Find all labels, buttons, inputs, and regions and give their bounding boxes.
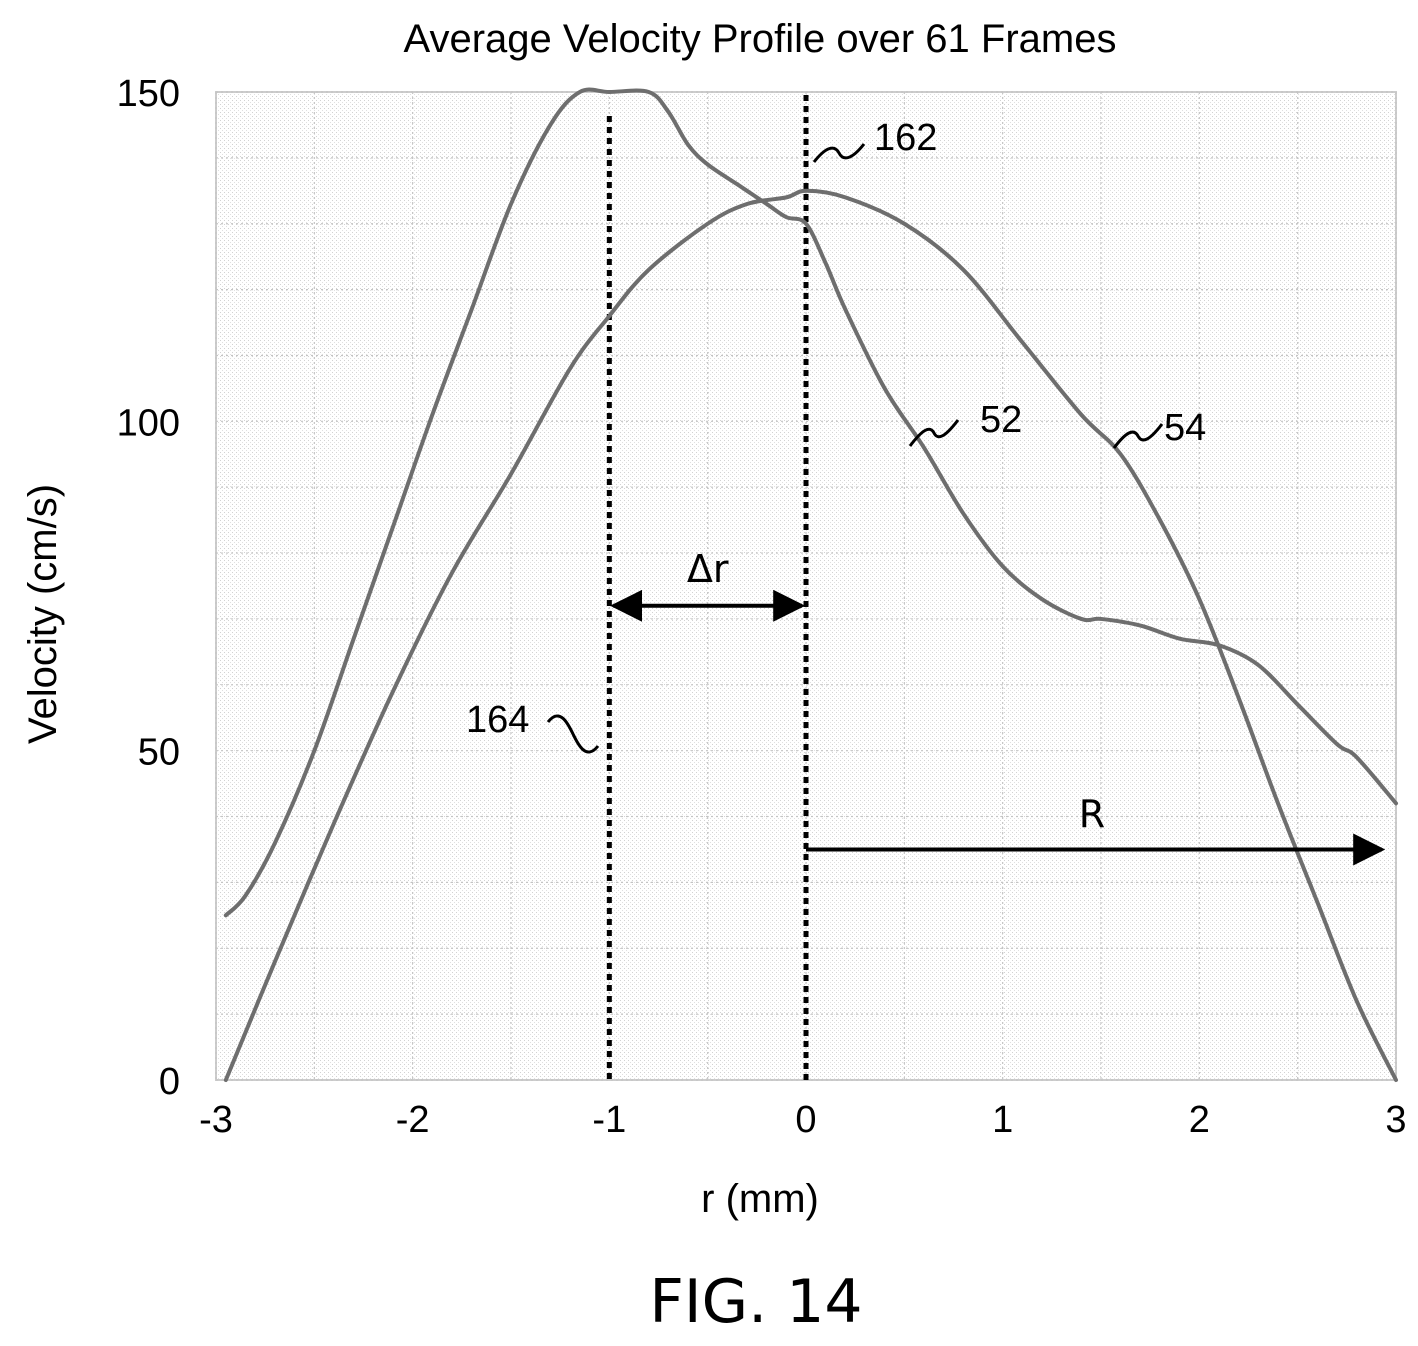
y-axis-label: Velocity (cm/s) (21, 484, 65, 744)
x-tick-label: -3 (199, 1099, 233, 1141)
x-tick-label: 0 (795, 1099, 816, 1141)
y-tick-label: 50 (138, 732, 180, 774)
series-lines (223, 87, 1398, 1082)
plot-area (215, 91, 1397, 1081)
callout-54: 54 (1164, 407, 1206, 449)
delta-r-label: Δr (687, 547, 729, 591)
callout-164: 164 (466, 699, 529, 741)
x-tick-label: 2 (1189, 1099, 1210, 1141)
figure-label: FIG. 14 (649, 1267, 862, 1337)
x-tick-label: 1 (992, 1099, 1013, 1141)
radius-label: R (1079, 792, 1105, 836)
leader-52 (908, 419, 960, 447)
leader-162 (812, 143, 866, 163)
callout-52: 52 (980, 399, 1022, 441)
x-axis-label: r (mm) (701, 1177, 819, 1221)
x-tick-label: -1 (592, 1099, 626, 1141)
series-line-52 (223, 87, 1398, 918)
x-tick-label: -2 (396, 1099, 430, 1141)
y-tick-label: 150 (117, 73, 180, 115)
annotations: 52 54 164 162 Δr R (466, 117, 1386, 866)
x-tick-label: 3 (1385, 1099, 1406, 1141)
leader-54 (1112, 423, 1164, 449)
chart-title: Average Velocity Profile over 61 Frames (404, 17, 1117, 61)
tick-labels: -3 -2 -1 0 1 2 3 0 50 100 150 (117, 73, 1407, 1141)
reference-lines (606, 95, 809, 1080)
y-tick-label: 0 (159, 1061, 180, 1103)
leader-164 (546, 714, 600, 754)
y-tick-label: 100 (117, 402, 180, 444)
series-line-54 (223, 188, 1398, 1082)
callout-162: 162 (874, 117, 937, 159)
